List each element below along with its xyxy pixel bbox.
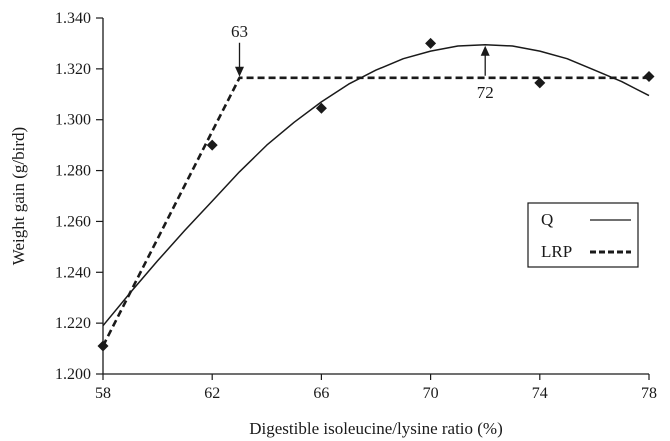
y-tick-label: 1.240 bbox=[55, 264, 91, 281]
y-tick-label: 1.280 bbox=[55, 163, 91, 180]
x-tick-label: 58 bbox=[95, 385, 111, 402]
y-tick-label: 1.340 bbox=[55, 10, 91, 27]
x-tick-label: 78 bbox=[641, 385, 657, 402]
annotation-label: 63 bbox=[231, 22, 248, 41]
x-tick-label: 66 bbox=[313, 385, 329, 402]
x-tick-label: 62 bbox=[204, 385, 220, 402]
legend: Q LRP bbox=[527, 202, 639, 268]
legend-box bbox=[527, 202, 639, 268]
y-tick-label: 1.300 bbox=[55, 112, 91, 129]
y-tick-label: 1.260 bbox=[55, 213, 91, 230]
annotations: 63 72 bbox=[231, 22, 494, 102]
x-tick-label: 70 bbox=[423, 385, 439, 402]
fitted-curves bbox=[101, 43, 650, 347]
annotation-72: 72 bbox=[477, 45, 494, 102]
data-point bbox=[643, 70, 655, 82]
legend-label-q: Q bbox=[541, 210, 553, 229]
annotation-63: 63 bbox=[231, 22, 248, 77]
data-point bbox=[206, 139, 218, 151]
series-line-lrp bbox=[101, 76, 649, 347]
data-point bbox=[315, 102, 327, 114]
legend-label-lrp: LRP bbox=[541, 242, 572, 261]
annotation-label: 72 bbox=[477, 83, 494, 102]
series-line-q bbox=[102, 43, 650, 327]
annotation-arrow-head bbox=[480, 45, 490, 56]
y-axis-title: Weight gain (g/bird) bbox=[9, 127, 28, 265]
x-axis-title: Digestible isoleucine/lysine ratio (%) bbox=[249, 419, 503, 438]
x-tick-label: 74 bbox=[532, 385, 548, 402]
data-point bbox=[97, 340, 109, 352]
observed-points bbox=[97, 37, 655, 352]
plot-area bbox=[102, 18, 649, 375]
data-point bbox=[425, 37, 437, 49]
x-ticks: 58 62 66 70 74 78 bbox=[95, 374, 657, 402]
y-ticks: 1.200 1.220 1.240 1.260 1.280 1.300 1.320 1.340 bbox=[55, 10, 103, 383]
annotation-arrow-head bbox=[235, 66, 244, 77]
data-point bbox=[534, 77, 546, 89]
y-tick-label: 1.200 bbox=[55, 366, 91, 383]
y-tick-label: 1.220 bbox=[55, 315, 91, 332]
y-tick-label: 1.320 bbox=[55, 61, 91, 78]
